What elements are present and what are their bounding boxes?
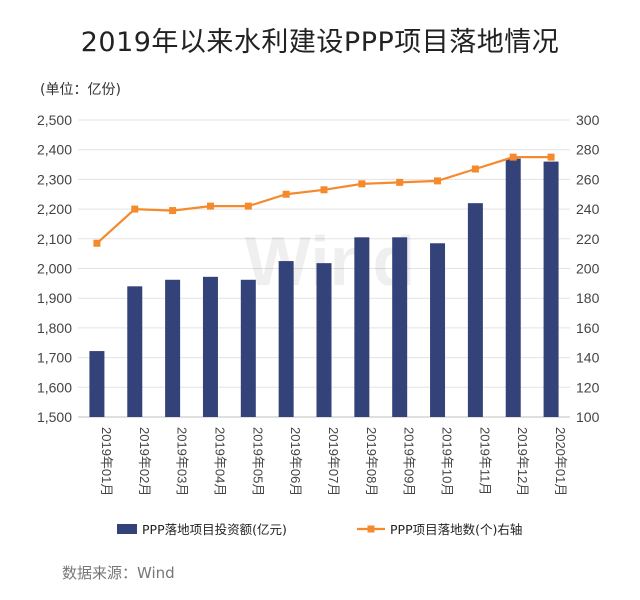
left-tick-label: 2,100	[37, 231, 72, 247]
bar	[354, 237, 370, 417]
right-tick-label: 280	[576, 142, 600, 158]
right-tick-label: 160	[576, 320, 600, 336]
legend: PPP落地项目投资额(亿元) PPP项目落地数(个)右轴	[117, 522, 522, 537]
left-axis-ticks: 1,500 1,600 1,700 1,800 1,900 2,000 2,100 2,200…	[37, 112, 72, 425]
bar	[430, 243, 446, 417]
legend-label-bar: PPP落地项目投资额(亿元)	[142, 522, 287, 537]
line-point	[282, 190, 290, 198]
x-tick-label: 2019年11月	[477, 427, 492, 495]
left-tick-label: 1,800	[37, 320, 72, 336]
x-tick-label: 2020年01月	[553, 427, 568, 496]
bar	[505, 158, 521, 418]
left-tick-label: 1,900	[37, 290, 72, 306]
right-tick-label: 260	[576, 171, 600, 187]
right-tick-label: 120	[576, 379, 600, 395]
bar	[89, 351, 105, 417]
line-point	[131, 205, 139, 213]
x-axis-ticks: 2019年01月 2019年02月 2019年03月 2019年04月 2019年05月…	[99, 427, 568, 496]
source-note: 数据来源：Wind	[62, 564, 175, 582]
x-tick-label: 2019年04月	[212, 427, 227, 496]
line-point	[547, 153, 555, 161]
right-tick-label: 180	[576, 290, 600, 306]
bar	[278, 261, 294, 417]
line-point	[169, 207, 177, 215]
x-tick-label: 2019年08月	[364, 427, 379, 496]
line-point	[93, 239, 101, 247]
right-tick-label: 140	[576, 350, 600, 366]
bar	[543, 161, 559, 417]
x-tick-label: 2019年07月	[326, 427, 341, 496]
x-tick-label: 2019年03月	[175, 427, 190, 496]
left-tick-label: 2,000	[37, 261, 72, 277]
bar-series	[89, 158, 559, 418]
bar	[240, 279, 256, 417]
line-point	[244, 202, 252, 210]
bar	[165, 279, 181, 417]
x-tick-label: 2019年10月	[440, 427, 455, 496]
line-point	[358, 180, 366, 188]
x-tick-label: 2019年02月	[137, 427, 152, 496]
x-tick-label: 2019年05月	[250, 427, 265, 496]
left-tick-label: 2,300	[37, 171, 72, 187]
left-tick-label: 1,700	[37, 350, 72, 366]
left-tick-label: 2,400	[37, 142, 72, 158]
right-tick-label: 100	[576, 409, 600, 425]
x-tick-label: 2019年01月	[99, 427, 114, 496]
left-tick-label: 2,500	[37, 112, 72, 128]
chart-title: 2019年以来水利建设PPP项目落地情况	[80, 27, 560, 58]
bar	[467, 203, 483, 417]
line-series	[93, 153, 555, 247]
bar	[202, 276, 218, 417]
line-point	[471, 165, 479, 173]
line-point	[509, 153, 517, 161]
line-point	[206, 202, 214, 210]
left-tick-label: 1,500	[37, 409, 72, 425]
line-point	[434, 177, 442, 185]
right-tick-label: 200	[576, 261, 600, 277]
bar	[316, 263, 332, 417]
right-axis-ticks: 100 120 140 160 180 200 220 240 260 280 300	[576, 112, 600, 425]
legend-swatch-bar	[117, 524, 137, 534]
line-point	[396, 178, 404, 186]
left-tick-label: 2,200	[37, 201, 72, 217]
left-tick-label: 1,600	[37, 379, 72, 395]
line-point	[320, 186, 328, 194]
unit-label: (单位：亿份)	[40, 82, 121, 98]
x-tick-label: 2019年12月	[515, 427, 530, 496]
right-tick-label: 300	[576, 112, 600, 128]
legend-label-line: PPP项目落地数(个)右轴	[390, 522, 522, 537]
x-tick-label: 2019年06月	[288, 427, 303, 496]
x-tick-label: 2019年09月	[402, 427, 417, 496]
bar	[127, 286, 143, 417]
legend-swatch-marker	[367, 525, 375, 533]
right-tick-label: 240	[576, 201, 600, 217]
right-tick-label: 220	[576, 231, 600, 247]
bar	[392, 237, 408, 417]
